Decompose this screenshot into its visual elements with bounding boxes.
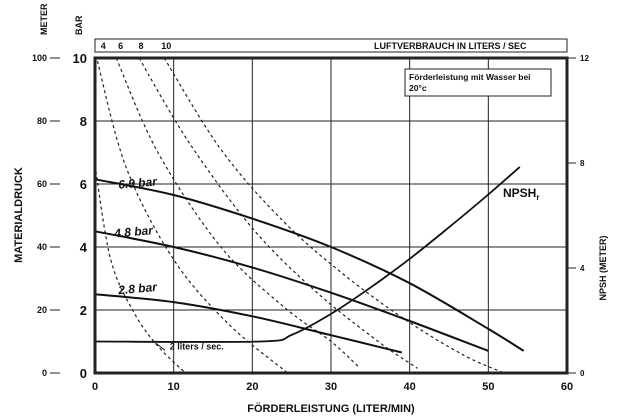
npsh-axis-title: NPSH (METER) [598,235,608,300]
air-consumption-header [94,38,568,53]
meter-tick-label: 100 [32,53,47,63]
air-curve [163,57,505,374]
x-tick-label: 60 [561,381,573,393]
pressure-curve-label: 4.8 bar [113,223,155,241]
x-tick-label: 50 [482,381,494,393]
npsh-axis: 0 4 8 12 [567,54,589,378]
top-tick-label: 4 [101,41,106,51]
meter-tick-label: 20 [37,305,47,315]
npsh-curve-label: NPSHr [503,186,539,202]
note-line-2: 20°c [409,83,427,93]
bar-tick-label: 8 [80,114,87,129]
meter-tick-label: 60 [37,179,47,189]
pressure-curve-label: 2.8 bar [117,280,159,298]
bar-tick-label: 4 [80,240,88,255]
x-tick-label: 10 [168,381,180,393]
x-tick-label: 0 [92,381,98,393]
meter-tick-label: 40 [37,242,47,252]
bar-tick-label: 0 [80,366,87,381]
top-tick-label: 6 [118,41,123,51]
air-curve [96,60,289,374]
npsh-tick-label: 4 [580,264,585,273]
x-tick-label: 20 [246,381,258,393]
meter-axis-unit: METER [39,3,49,35]
top-tick-label: 8 [139,41,144,51]
pressure-curve [94,230,489,352]
top-tick-label: 10 [161,41,171,51]
air-consumption-title: LUFTVERBRAUCH IN LITERS / SEC [374,41,527,51]
x-axis: 0 10 20 30 40 50 60 [92,381,573,393]
npsh-subscript: r [536,193,539,202]
air-curve [115,57,359,368]
pressure-curve [94,293,403,354]
plot-frame [93,56,569,375]
npsh-tick-label: 0 [580,369,585,378]
pressure-curve [94,178,525,352]
air-curve [94,165,186,374]
air-consumption-curves: 2 liters / sec. [94,57,505,374]
air-curve-leader [155,342,166,351]
bar-tick-label: 2 [80,303,87,318]
x-tick-label: 30 [325,381,337,393]
air-curve-label: 2 liters / sec. [170,341,224,351]
pressure-curve-label: 6.9 bar [118,174,159,191]
top-tick-labels: 4 6 8 10 [101,41,171,51]
meter-tick-label: 80 [37,116,47,126]
meter-tick-label: 0 [42,368,47,378]
air-curve [138,57,418,369]
npsh-curve-group: NPSHr [94,166,539,343]
pressure-curves: 6.9 bar 4.8 bar 2.8 bar [94,174,525,354]
meter-axis: 0 20 40 60 80 100 [32,53,60,378]
bar-tick-label: 6 [80,177,87,192]
bar-tick-label: 10 [73,51,87,66]
npsh-tick-label: 8 [580,159,585,168]
y-axis-title: MATERIALDRUCK [13,167,25,263]
x-axis-title: FÖRDERLEISTUNG (LITER/MIN) [247,402,415,415]
x-tick-label: 40 [404,381,416,393]
bar-axis-unit: BAR [74,15,84,35]
npsh-curve [94,166,521,343]
note-line-1: Förderleistung mit Wasser bei [409,72,531,82]
grid [95,58,567,373]
npsh-tick-label: 12 [580,54,589,63]
bar-axis: 0 2 4 6 8 10 [73,51,88,381]
note-box [404,68,552,97]
